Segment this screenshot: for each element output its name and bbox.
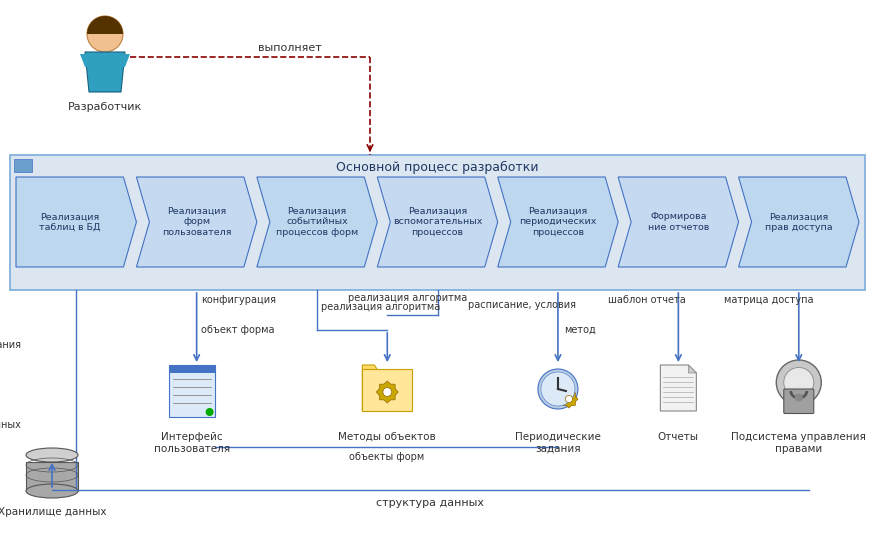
Text: Реализация
прав доступа: Реализация прав доступа <box>765 213 832 232</box>
Polygon shape <box>16 177 137 267</box>
Ellipse shape <box>26 448 78 462</box>
Polygon shape <box>378 177 498 267</box>
Polygon shape <box>363 365 413 411</box>
Text: Разработчик: Разработчик <box>67 102 142 112</box>
Polygon shape <box>689 365 696 373</box>
FancyBboxPatch shape <box>10 155 865 290</box>
Text: Реализация
вспомогательных
процессов: Реализация вспомогательных процессов <box>392 207 482 237</box>
Polygon shape <box>257 177 378 267</box>
Polygon shape <box>137 177 257 267</box>
FancyBboxPatch shape <box>784 389 814 414</box>
Polygon shape <box>85 52 125 92</box>
Text: Реализация
таблиц в БД: Реализация таблиц в БД <box>39 213 101 232</box>
Text: Интерфейс
пользователя: Интерфейс пользователя <box>153 432 230 453</box>
Polygon shape <box>738 177 859 267</box>
Polygon shape <box>661 365 696 411</box>
Text: Методы объектов: Методы объектов <box>338 432 436 442</box>
Text: структура данных: структура данных <box>377 498 484 508</box>
Text: Реализация
событийных
процессов форм: Реализация событийных процессов форм <box>276 207 358 237</box>
Wedge shape <box>87 16 123 34</box>
Text: Формирова
ние отчетов: Формирова ние отчетов <box>647 213 709 232</box>
Text: Периодические
задания: Периодические задания <box>515 432 601 453</box>
FancyBboxPatch shape <box>363 369 413 411</box>
Text: Реализация
форм
пользователя: Реализация форм пользователя <box>162 207 231 237</box>
Circle shape <box>776 360 822 405</box>
Text: выполняет: выполняет <box>258 43 321 53</box>
Ellipse shape <box>26 484 78 498</box>
Text: Подсистема управления
правами: Подсистема управления правами <box>731 432 866 453</box>
Polygon shape <box>26 462 78 491</box>
Text: объект форма: объект форма <box>201 325 274 335</box>
FancyBboxPatch shape <box>169 365 215 417</box>
Text: матрица доступа: матрица доступа <box>724 295 813 305</box>
Text: объекты форм: объекты форм <box>349 452 424 462</box>
Circle shape <box>87 16 123 52</box>
Circle shape <box>383 387 392 396</box>
Text: реализация алгоритма: реализация алгоритма <box>348 293 467 303</box>
Text: Отчеты: Отчеты <box>658 432 699 442</box>
Text: структура данных: структура данных <box>0 420 21 430</box>
Circle shape <box>540 372 575 406</box>
Polygon shape <box>560 390 578 408</box>
Text: Реализация
периодических
процессов: Реализация периодических процессов <box>519 207 597 237</box>
Text: метод: метод <box>564 325 596 335</box>
Polygon shape <box>169 365 215 373</box>
Text: конфигурация: конфигурация <box>201 295 276 305</box>
Text: скрипт создания: скрипт создания <box>0 340 21 350</box>
Circle shape <box>565 396 573 403</box>
Ellipse shape <box>206 408 214 416</box>
Text: реализация алгоритма: реализация алгоритма <box>321 302 441 312</box>
Circle shape <box>784 367 814 397</box>
Text: Хранилище данных: Хранилище данных <box>0 507 106 517</box>
Circle shape <box>795 393 802 402</box>
FancyBboxPatch shape <box>14 159 32 172</box>
Polygon shape <box>498 177 618 267</box>
Polygon shape <box>618 177 738 267</box>
Polygon shape <box>80 54 130 67</box>
Circle shape <box>538 369 578 409</box>
Text: шаблон отчета: шаблон отчета <box>608 295 686 305</box>
Text: расписание, условия: расписание, условия <box>468 300 576 310</box>
Polygon shape <box>377 381 399 403</box>
Text: Основной процесс разработки: Основной процесс разработки <box>336 160 539 173</box>
